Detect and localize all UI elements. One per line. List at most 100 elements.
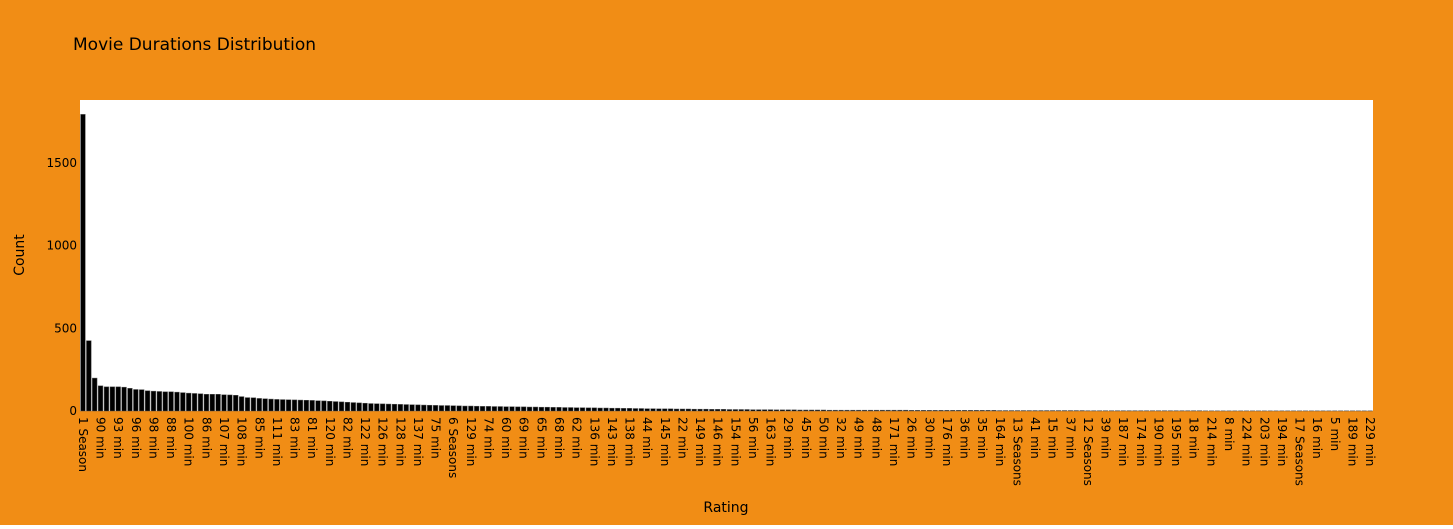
x-tick-label: 69 min <box>517 417 531 459</box>
bar <box>986 410 991 411</box>
bar <box>610 408 615 411</box>
bar <box>945 410 950 411</box>
x-tick-label: 30 min <box>922 417 936 459</box>
bar <box>486 406 491 411</box>
x-tick-label: 224 min <box>1240 417 1254 466</box>
bar <box>674 409 679 411</box>
x-tick-label: 176 min <box>940 417 954 466</box>
bar <box>586 408 591 411</box>
x-tick-label: 13 Seasons <box>1010 417 1024 486</box>
bar <box>774 410 779 411</box>
bar <box>186 393 191 411</box>
bar <box>809 410 814 411</box>
x-tick-label: 82 min <box>340 417 354 459</box>
bar <box>692 409 697 411</box>
bar <box>392 404 397 411</box>
bar <box>510 407 515 411</box>
bar <box>651 409 656 411</box>
x-tick-label: 163 min <box>764 417 778 466</box>
x-tick-label: 68 min <box>552 417 566 459</box>
bar <box>139 390 144 411</box>
x-tick-label: 189 min <box>1345 417 1359 466</box>
bar <box>786 410 791 411</box>
bar <box>304 400 309 411</box>
x-axis-title: Rating <box>703 500 748 516</box>
bar <box>921 410 926 411</box>
bar <box>903 410 908 411</box>
x-tick-label: 154 min <box>728 417 742 466</box>
bar <box>592 408 597 411</box>
bar <box>351 403 356 411</box>
bar <box>257 398 262 411</box>
bar <box>110 387 115 411</box>
x-tick-label: 18 min <box>1187 417 1201 459</box>
x-tick-label: 15 min <box>1046 417 1060 459</box>
bar <box>157 391 162 411</box>
plot-area <box>80 100 1373 411</box>
bar <box>862 410 867 411</box>
x-tick-label: 22 min <box>675 417 689 459</box>
bar <box>704 409 709 411</box>
bar <box>421 405 426 411</box>
bar <box>181 393 186 411</box>
bar <box>539 407 544 411</box>
bar <box>833 410 838 411</box>
bar <box>280 400 285 411</box>
bar <box>633 409 638 411</box>
x-tick-label: 29 min <box>781 417 795 459</box>
bar <box>369 404 374 411</box>
bar <box>480 406 485 411</box>
bar <box>92 378 97 411</box>
x-tick-label: 107 min <box>217 417 231 466</box>
x-tick-label: 56 min <box>746 417 760 459</box>
bar <box>680 409 685 411</box>
bar <box>527 407 532 411</box>
bar <box>492 407 497 411</box>
y-axis-title: Count <box>12 234 28 276</box>
x-tick-label: 129 min <box>464 417 478 466</box>
bar <box>439 406 444 411</box>
bar <box>568 408 573 411</box>
bar <box>615 408 620 411</box>
bar <box>81 114 86 411</box>
bar <box>604 408 609 411</box>
x-tick-label: 174 min <box>1134 417 1148 466</box>
bar <box>856 410 861 411</box>
bar <box>803 410 808 411</box>
x-tick-label: 1 Season <box>76 417 90 472</box>
bar <box>756 410 761 411</box>
bar <box>228 395 233 411</box>
x-tick-label: 195 min <box>1169 417 1183 466</box>
x-tick-label: 137 min <box>411 417 425 466</box>
x-tick-label: 88 min <box>164 417 178 459</box>
x-tick-label: 108 min <box>235 417 249 466</box>
bar <box>116 387 121 411</box>
bar <box>133 389 138 411</box>
x-tick-label: 36 min <box>958 417 972 459</box>
x-tick-label: 145 min <box>658 417 672 466</box>
bar <box>886 410 891 411</box>
bar <box>169 392 174 411</box>
bar <box>386 404 391 411</box>
bar <box>874 410 879 411</box>
x-tick-label: 111 min <box>270 417 284 466</box>
bar <box>845 410 850 411</box>
bar <box>739 410 744 411</box>
x-tick-label: 98 min <box>146 417 160 459</box>
x-tick-label: 194 min <box>1275 417 1289 466</box>
bar <box>545 407 550 411</box>
x-tick-label: 138 min <box>623 417 637 466</box>
chart-title: Movie Durations Distribution <box>73 35 316 55</box>
bar <box>192 393 197 411</box>
bar <box>451 406 456 411</box>
x-tick-label: 48 min <box>869 417 883 459</box>
bar <box>721 409 726 411</box>
bar <box>621 408 626 411</box>
x-tick-label: 81 min <box>305 417 319 459</box>
x-tick-label: 50 min <box>816 417 830 459</box>
x-tick-label: 17 Seasons <box>1293 417 1307 486</box>
x-tick-label: 96 min <box>129 417 143 459</box>
x-tick-label: 62 min <box>570 417 584 459</box>
x-tick-label: 164 min <box>993 417 1007 466</box>
x-tick-label: 122 min <box>358 417 372 466</box>
